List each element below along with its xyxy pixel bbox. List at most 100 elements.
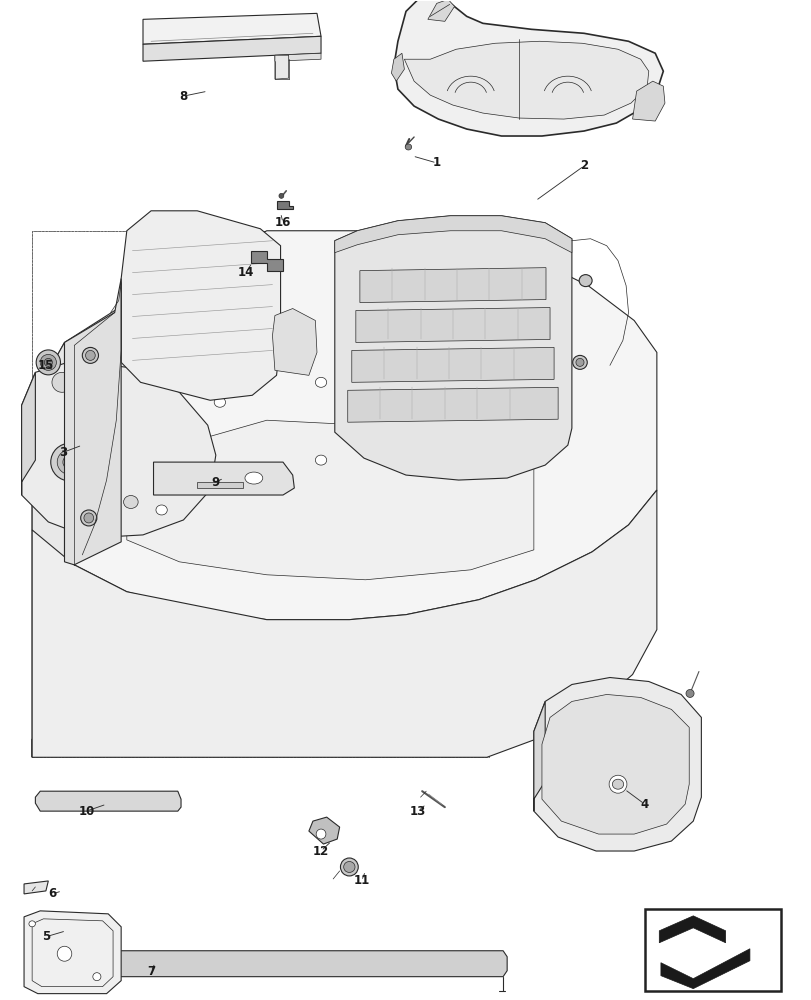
Polygon shape — [351, 347, 553, 382]
Ellipse shape — [214, 397, 225, 407]
Ellipse shape — [123, 496, 138, 508]
Bar — [32, 231, 267, 757]
Polygon shape — [541, 694, 689, 834]
Ellipse shape — [575, 358, 583, 366]
Ellipse shape — [92, 973, 101, 981]
Ellipse shape — [315, 455, 326, 465]
Text: 3: 3 — [59, 446, 67, 459]
Bar — [267, 231, 489, 757]
Ellipse shape — [611, 779, 623, 789]
Polygon shape — [36, 791, 181, 811]
Text: 9: 9 — [212, 476, 220, 489]
Ellipse shape — [432, 453, 444, 463]
Polygon shape — [393, 0, 663, 136]
Polygon shape — [51, 951, 507, 977]
Text: 2: 2 — [579, 159, 587, 172]
Ellipse shape — [468, 363, 473, 367]
Polygon shape — [153, 462, 294, 495]
Ellipse shape — [367, 447, 379, 457]
Ellipse shape — [156, 505, 167, 515]
Ellipse shape — [245, 472, 263, 484]
Ellipse shape — [315, 377, 326, 387]
Polygon shape — [197, 482, 242, 488]
Text: 1: 1 — [432, 156, 440, 169]
Ellipse shape — [82, 347, 98, 363]
Ellipse shape — [685, 689, 693, 697]
Polygon shape — [427, 0, 454, 21]
Text: 13: 13 — [410, 805, 426, 818]
Polygon shape — [32, 342, 64, 757]
Ellipse shape — [41, 354, 56, 370]
Ellipse shape — [94, 483, 110, 498]
Polygon shape — [251, 251, 283, 271]
Ellipse shape — [201, 368, 206, 372]
Ellipse shape — [57, 450, 83, 475]
Text: 14: 14 — [238, 266, 254, 279]
Polygon shape — [355, 308, 549, 342]
Ellipse shape — [29, 921, 36, 927]
Bar — [32, 231, 489, 757]
Ellipse shape — [578, 275, 591, 287]
Text: 10: 10 — [78, 805, 94, 818]
Ellipse shape — [83, 401, 97, 415]
Ellipse shape — [405, 144, 411, 150]
Polygon shape — [659, 916, 725, 943]
Text: 12: 12 — [312, 845, 328, 858]
Ellipse shape — [286, 348, 290, 352]
Polygon shape — [143, 13, 320, 44]
Polygon shape — [334, 216, 571, 480]
Text: 15: 15 — [37, 359, 54, 372]
Ellipse shape — [84, 513, 93, 523]
Ellipse shape — [432, 377, 444, 387]
Ellipse shape — [572, 355, 586, 369]
Ellipse shape — [157, 427, 169, 437]
Ellipse shape — [214, 337, 225, 347]
Polygon shape — [22, 360, 216, 538]
Text: 16: 16 — [274, 216, 291, 229]
Ellipse shape — [343, 861, 354, 872]
Ellipse shape — [367, 370, 379, 380]
Ellipse shape — [57, 946, 71, 961]
Text: 11: 11 — [353, 874, 369, 887]
Polygon shape — [24, 881, 49, 894]
Ellipse shape — [315, 829, 325, 839]
Ellipse shape — [403, 350, 408, 354]
Polygon shape — [64, 279, 121, 565]
Polygon shape — [22, 372, 36, 495]
Polygon shape — [334, 216, 571, 253]
Ellipse shape — [340, 858, 358, 876]
Ellipse shape — [279, 193, 284, 198]
Polygon shape — [32, 231, 656, 620]
Polygon shape — [127, 420, 533, 580]
Polygon shape — [533, 678, 701, 851]
Polygon shape — [272, 309, 316, 375]
Ellipse shape — [62, 455, 77, 469]
Bar — [32, 231, 489, 480]
Bar — [644, 909, 779, 991]
Polygon shape — [533, 701, 544, 811]
Polygon shape — [391, 53, 404, 81]
Ellipse shape — [80, 510, 97, 526]
Ellipse shape — [489, 395, 500, 405]
Polygon shape — [277, 201, 292, 209]
Polygon shape — [632, 81, 664, 121]
Polygon shape — [32, 490, 656, 757]
Ellipse shape — [52, 372, 72, 392]
Ellipse shape — [608, 775, 626, 793]
Ellipse shape — [85, 350, 95, 360]
Ellipse shape — [36, 350, 60, 375]
Polygon shape — [275, 55, 288, 79]
Text: 4: 4 — [640, 798, 648, 811]
Polygon shape — [24, 911, 121, 994]
Ellipse shape — [141, 375, 152, 385]
Polygon shape — [347, 387, 557, 422]
Polygon shape — [404, 41, 648, 119]
Polygon shape — [308, 817, 339, 844]
Text: 5: 5 — [41, 930, 50, 943]
Polygon shape — [660, 949, 749, 989]
Text: 6: 6 — [48, 887, 57, 900]
Polygon shape — [359, 268, 545, 303]
Polygon shape — [275, 53, 320, 61]
Polygon shape — [121, 211, 281, 400]
Polygon shape — [143, 36, 320, 61]
